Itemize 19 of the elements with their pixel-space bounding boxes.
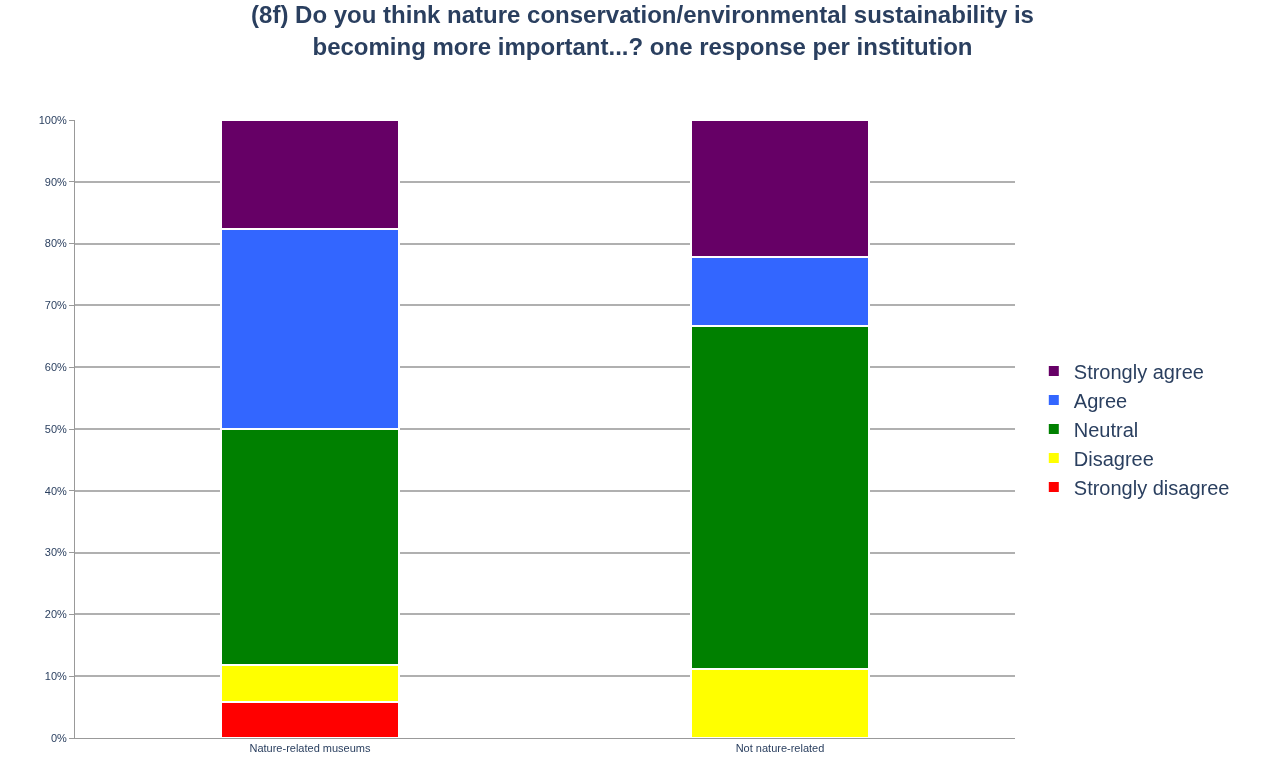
- y-tick-label: 0%: [50, 731, 68, 744]
- y-tick-label: 50%: [44, 422, 67, 435]
- x-tick-label: Nature-related museums: [249, 742, 372, 755]
- y-tick-label: 20%: [44, 608, 67, 621]
- y-tick-label: 60%: [44, 361, 67, 374]
- y-tick-label: 80%: [44, 237, 67, 250]
- legend-label: Agree: [1073, 389, 1128, 412]
- y-tick-label: 100%: [38, 113, 68, 126]
- x-tick-label: Not nature-related: [735, 742, 825, 755]
- legend-label: Neutral: [1073, 418, 1139, 441]
- y-tick-label: 40%: [44, 484, 67, 497]
- legend-label: Strongly disagree: [1073, 476, 1230, 499]
- chart-title: (8f) Do you think nature conservation/environmental sustainability is becoming more important...? one response per institution: [251, 1, 1034, 60]
- y-tick-label: 10%: [44, 670, 67, 683]
- legend-label: Strongly agree: [1073, 360, 1204, 383]
- legend-label: Disagree: [1073, 447, 1154, 470]
- y-tick-label: 70%: [44, 299, 67, 312]
- y-tick-label: 90%: [44, 175, 67, 188]
- y-tick-label: 30%: [44, 546, 67, 559]
